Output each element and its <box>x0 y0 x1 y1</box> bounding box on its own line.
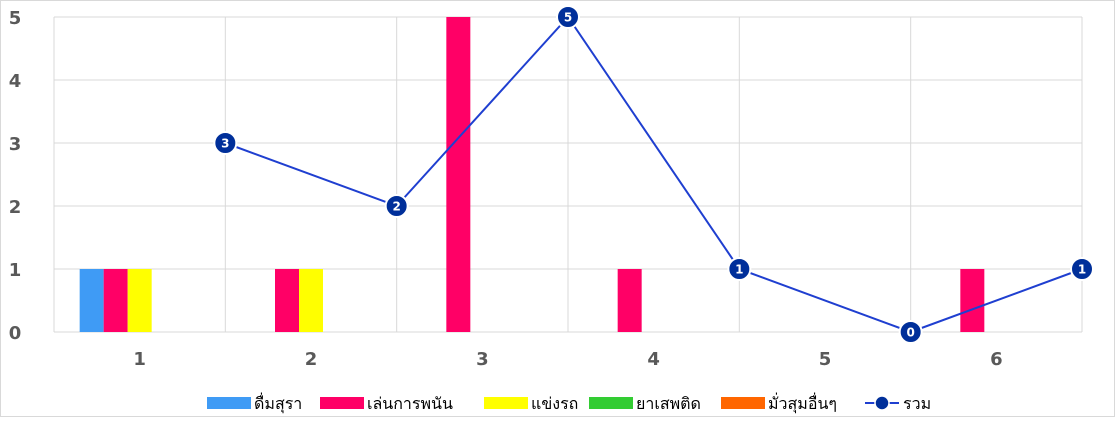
legend-swatch-4 <box>589 397 633 409</box>
legend-label: แข่งรถ <box>531 394 578 413</box>
total-point-marker <box>213 131 238 155</box>
legend-label: ยาเสพติด <box>636 394 701 413</box>
legend-swatch-5 <box>721 397 765 409</box>
total-data-label: 3 <box>221 137 229 151</box>
legend-swatch-2 <box>320 397 364 409</box>
total-point-marker <box>556 5 580 29</box>
total-point-marker <box>384 194 409 218</box>
x-tick-label: 2 <box>305 349 318 370</box>
legend-swatch-3 <box>484 397 528 409</box>
y-tick-label: 2 <box>9 197 22 218</box>
y-tick-label: 3 <box>9 134 22 155</box>
x-tick-label: 5 <box>819 349 832 370</box>
total-data-label: 5 <box>564 11 572 25</box>
bar-2-category-3 <box>446 17 471 332</box>
total-point-marker <box>727 257 752 281</box>
y-tick-label: 1 <box>9 260 22 281</box>
x-tick-label: 6 <box>990 349 1003 370</box>
y-tick-label: 4 <box>9 71 22 92</box>
bar-2-category-2 <box>275 269 299 332</box>
legend-swatch-1 <box>207 397 251 409</box>
y-tick-label: 5 <box>9 8 22 29</box>
bar-3-category-2 <box>299 269 323 332</box>
legend-label: มั่วสุมอื่นๆ <box>768 392 837 414</box>
total-point-marker <box>898 320 923 344</box>
total-point-marker <box>1070 257 1094 281</box>
total-data-label: 0 <box>906 326 914 340</box>
total-data-label: 1 <box>1078 263 1086 277</box>
bar-2-category-6 <box>960 269 985 332</box>
total-data-label: 2 <box>392 200 400 214</box>
legend-marker-swatch <box>874 395 890 411</box>
x-tick-label: 4 <box>647 349 660 370</box>
bar-2-category-4 <box>617 269 642 332</box>
bar-3-category-1 <box>127 269 152 332</box>
y-tick-label: 0 <box>9 323 22 344</box>
legend-label: ดื่มสุรา <box>254 392 302 414</box>
bar-2-category-1 <box>103 269 128 332</box>
total-data-label: 1 <box>735 263 743 277</box>
total-line <box>224 15 1083 334</box>
bar-1-category-1 <box>79 269 104 332</box>
legend-label: เล่นการพนัน <box>367 394 453 413</box>
x-tick-label: 1 <box>133 349 146 370</box>
x-tick-label: 3 <box>476 349 489 370</box>
legend-label: รวม <box>903 394 931 413</box>
